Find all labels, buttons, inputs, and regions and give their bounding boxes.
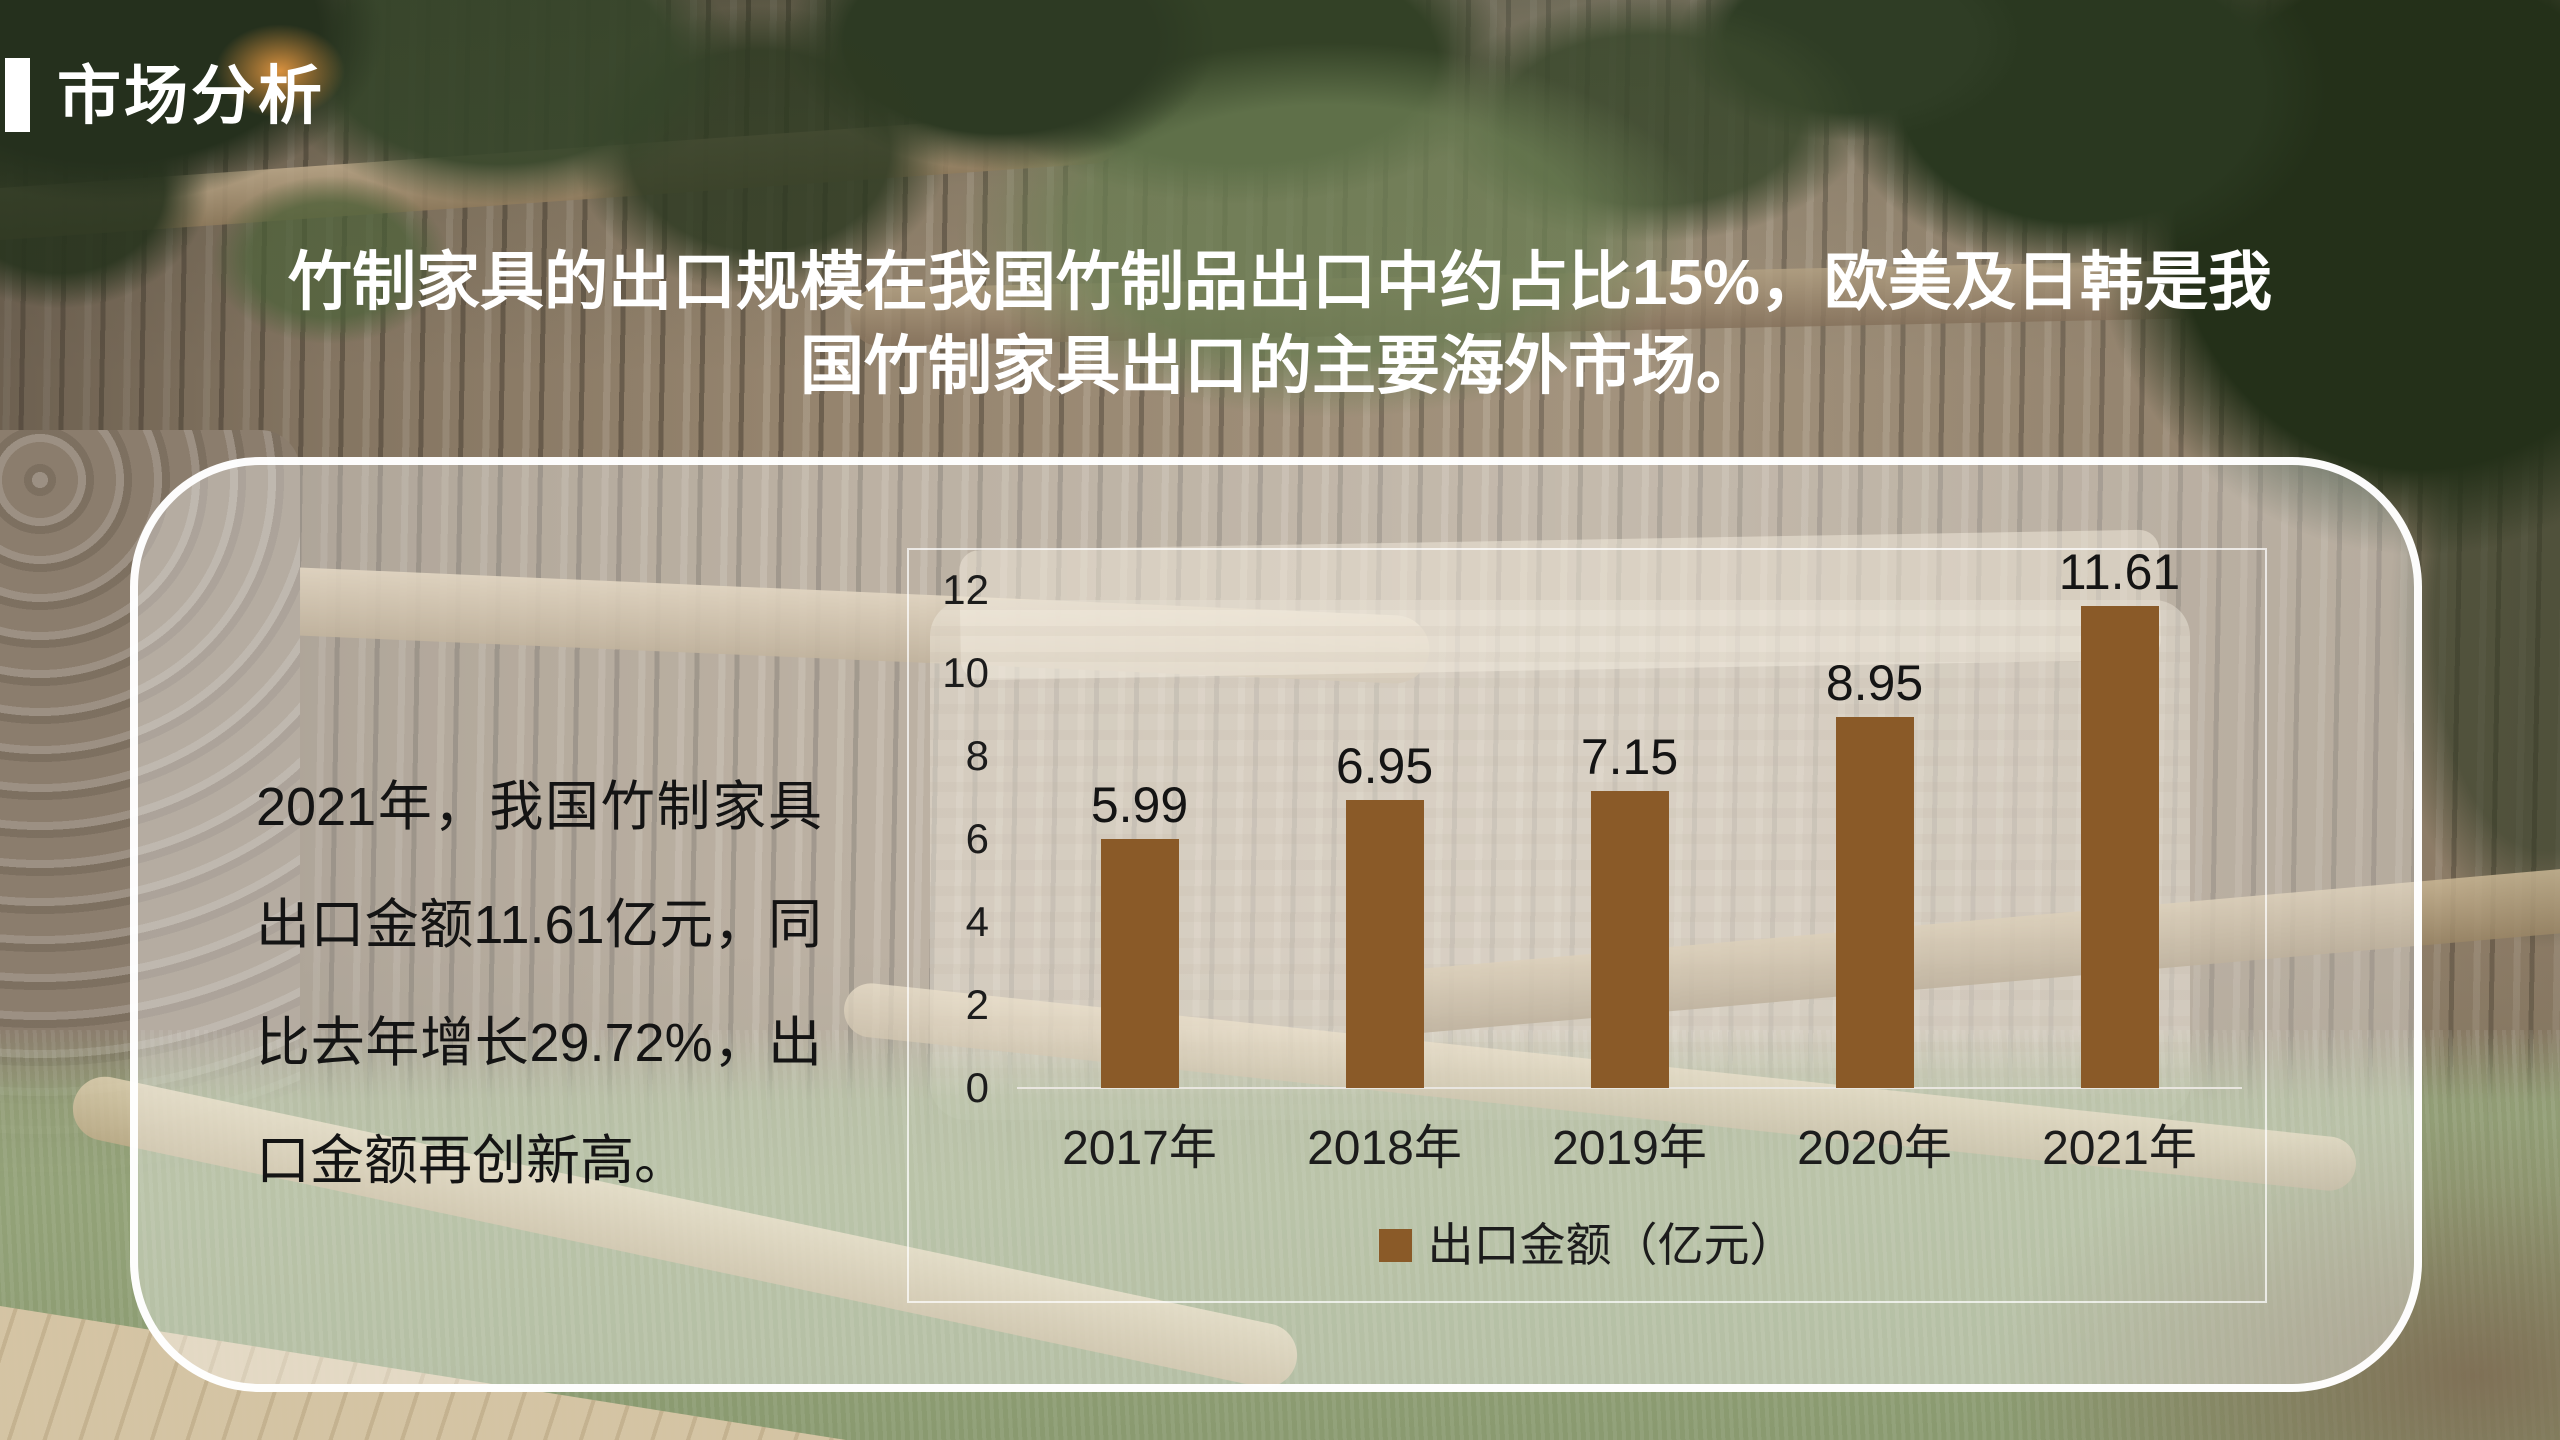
lantern-glow [190, 6, 370, 136]
bar-value-label: 11.61 [2058, 544, 2181, 601]
x-axis-category-label: 2021年 [2042, 1122, 2197, 1175]
subtitle-line-2: 国竹制家具出口的主要海外市场。 [800, 330, 1760, 402]
y-axis-tick-label: 6 [965, 815, 989, 862]
bar-chart: 出口金额（亿元） 0 2 4 6 8 10 12 5.99 2017年 6.95 2018年 7.15… [907, 544, 2267, 1303]
x-axis-category-label: 2017年 [1062, 1122, 1217, 1175]
y-axis-tick-label: 12 [942, 566, 989, 613]
y-axis-tick-label: 0 [965, 1064, 989, 1111]
body-text-line-4: 口金额再创新高。 [256, 1131, 688, 1191]
x-axis-line [1017, 1087, 2242, 1089]
bar-2021年 [2080, 606, 2159, 1088]
x-axis-category-label: 2020年 [1797, 1122, 1952, 1175]
subtitle-line-1: 竹制家具的出口规模在我国竹制品出口中约占比15%，欧美及日韩是我 [287, 246, 2273, 318]
legend-label: 出口金额（亿元） [1427, 1219, 1796, 1271]
title-marker [5, 58, 30, 132]
chart-legend: 出口金额（亿元） [909, 1218, 2265, 1272]
bar-value-label: 7.15 [1580, 729, 1679, 786]
bar-2018年 [1345, 799, 1424, 1088]
body-text: 2021年，我国竹制家具 出口金额11.61亿元，同 比去年增长29.72%，出… [256, 748, 822, 1220]
subtitle: 竹制家具的出口规模在我国竹制品出口中约占比15%，欧美及日韩是我 国竹制家具出口… [0, 240, 2560, 408]
bar-value-label: 5.99 [1090, 777, 1189, 834]
bar-2019年 [1590, 791, 1669, 1088]
y-axis-tick-label: 2 [965, 981, 989, 1028]
x-axis-category-label: 2019年 [1552, 1122, 1707, 1175]
page-title: 市场分析 [57, 60, 325, 132]
y-axis-tick-label: 8 [965, 732, 989, 779]
body-text-line-3: 比去年增长29.72%，出 [256, 1013, 822, 1073]
bar-2017年 [1100, 839, 1179, 1088]
x-axis-category-label: 2018年 [1307, 1122, 1462, 1175]
y-axis-tick-label: 10 [942, 649, 989, 696]
body-text-line-1: 2021年，我国竹制家具 [256, 777, 822, 837]
legend-swatch-icon [1378, 1228, 1412, 1262]
bar-2020年 [1835, 716, 1914, 1088]
y-axis-tick-label: 4 [965, 898, 989, 945]
bar-value-label: 6.95 [1335, 737, 1434, 794]
content-panel [130, 457, 2422, 1392]
body-text-line-2: 出口金额11.61亿元，同 [256, 895, 822, 955]
bar-value-label: 8.95 [1825, 654, 1924, 711]
